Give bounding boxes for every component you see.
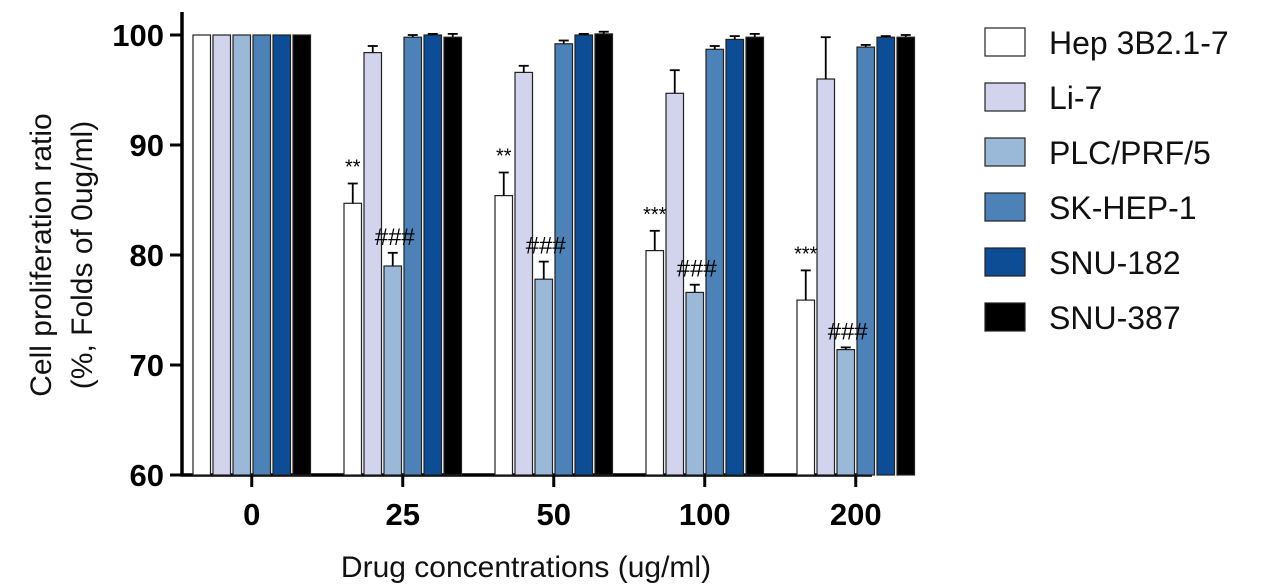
bar (876, 36, 896, 476)
x-tick-label: 25 (386, 497, 420, 532)
bar (494, 195, 514, 476)
y-axis-title-line-1: Cell proliferation ratio (25, 113, 58, 396)
x-tick-label: 50 (537, 497, 571, 532)
legend-swatch (984, 27, 1026, 57)
legend-item: SNU-387 (984, 300, 1181, 336)
bar (836, 349, 856, 476)
bar (574, 34, 594, 476)
y-axis-title: Cell proliferation ratio (%, Folds of 0u… (25, 113, 99, 396)
legend-item: Li-7 (984, 80, 1102, 116)
bar (745, 36, 765, 476)
legend-label: PLC/PRF/5 (1049, 135, 1211, 171)
significance-label: ### (677, 256, 718, 283)
y-axis-title-line-2: (%, Folds of 0ug/ml) (66, 121, 99, 389)
bar (212, 34, 232, 476)
error-bars-layer (347, 30, 911, 350)
bar (725, 38, 745, 476)
bar (796, 299, 816, 476)
legend-label: SK-HEP-1 (1049, 190, 1197, 226)
bar (403, 36, 423, 476)
bar (343, 202, 363, 476)
bar (896, 36, 916, 476)
bar (816, 78, 836, 476)
x-tick-label: 200 (830, 497, 882, 532)
legend-item: SNU-182 (984, 245, 1181, 281)
bar (363, 51, 383, 476)
y-tick-label: 90 (130, 128, 164, 163)
x-tick-label: 0 (243, 497, 260, 532)
y-tick-label: 80 (130, 238, 164, 273)
y-tick-label: 100 (112, 18, 164, 53)
bars-layer (192, 33, 916, 476)
significance-annotations: ** ********### ######### (345, 146, 868, 346)
bar (685, 291, 705, 476)
legend: Hep 3B2.1-7 Li-7 PLC/PRF/5 SK-HEP-1 SNU-182 S… (984, 25, 1229, 336)
legend-swatch (984, 82, 1026, 112)
legend-item: Hep 3B2.1-7 (984, 25, 1229, 61)
significance-label: *** (643, 204, 667, 226)
bar (514, 71, 534, 476)
legend-label: Hep 3B2.1-7 (1049, 25, 1229, 61)
bar (423, 34, 443, 476)
bar (292, 34, 312, 476)
significance-label: ### (375, 224, 416, 251)
legend-label: SNU-387 (1049, 300, 1181, 336)
significance-label: ** (496, 146, 512, 168)
bar (232, 34, 252, 476)
legend-swatch (984, 302, 1026, 332)
legend-item: SK-HEP-1 (984, 190, 1197, 226)
bar (192, 34, 212, 476)
significance-label: ** (345, 157, 361, 179)
bar (594, 33, 614, 476)
legend-label: Li-7 (1049, 80, 1102, 116)
bar (645, 250, 665, 476)
y-axis: 60 70 80 90 100 (112, 12, 184, 493)
y-tick-label: 60 (130, 458, 164, 493)
bar (534, 278, 554, 476)
x-axis-title: Drug concentrations (ug/ml) (341, 551, 711, 584)
x-tick-label: 100 (679, 497, 731, 532)
bar (665, 92, 685, 476)
bar (383, 265, 403, 476)
legend-swatch (984, 247, 1026, 277)
legend-swatch (984, 192, 1026, 222)
legend-item: PLC/PRF/5 (984, 135, 1211, 171)
bar (443, 36, 463, 476)
significance-label: ### (526, 233, 567, 260)
bar (252, 34, 272, 476)
bar (272, 34, 292, 476)
legend-label: SNU-182 (1049, 245, 1181, 281)
significance-label: ### (828, 318, 869, 345)
significance-label: *** (794, 243, 818, 265)
legend-swatch (984, 137, 1026, 167)
y-tick-label: 70 (130, 348, 164, 383)
bar (856, 46, 876, 476)
x-axis: 0 25 50 100 200 (180, 473, 882, 532)
